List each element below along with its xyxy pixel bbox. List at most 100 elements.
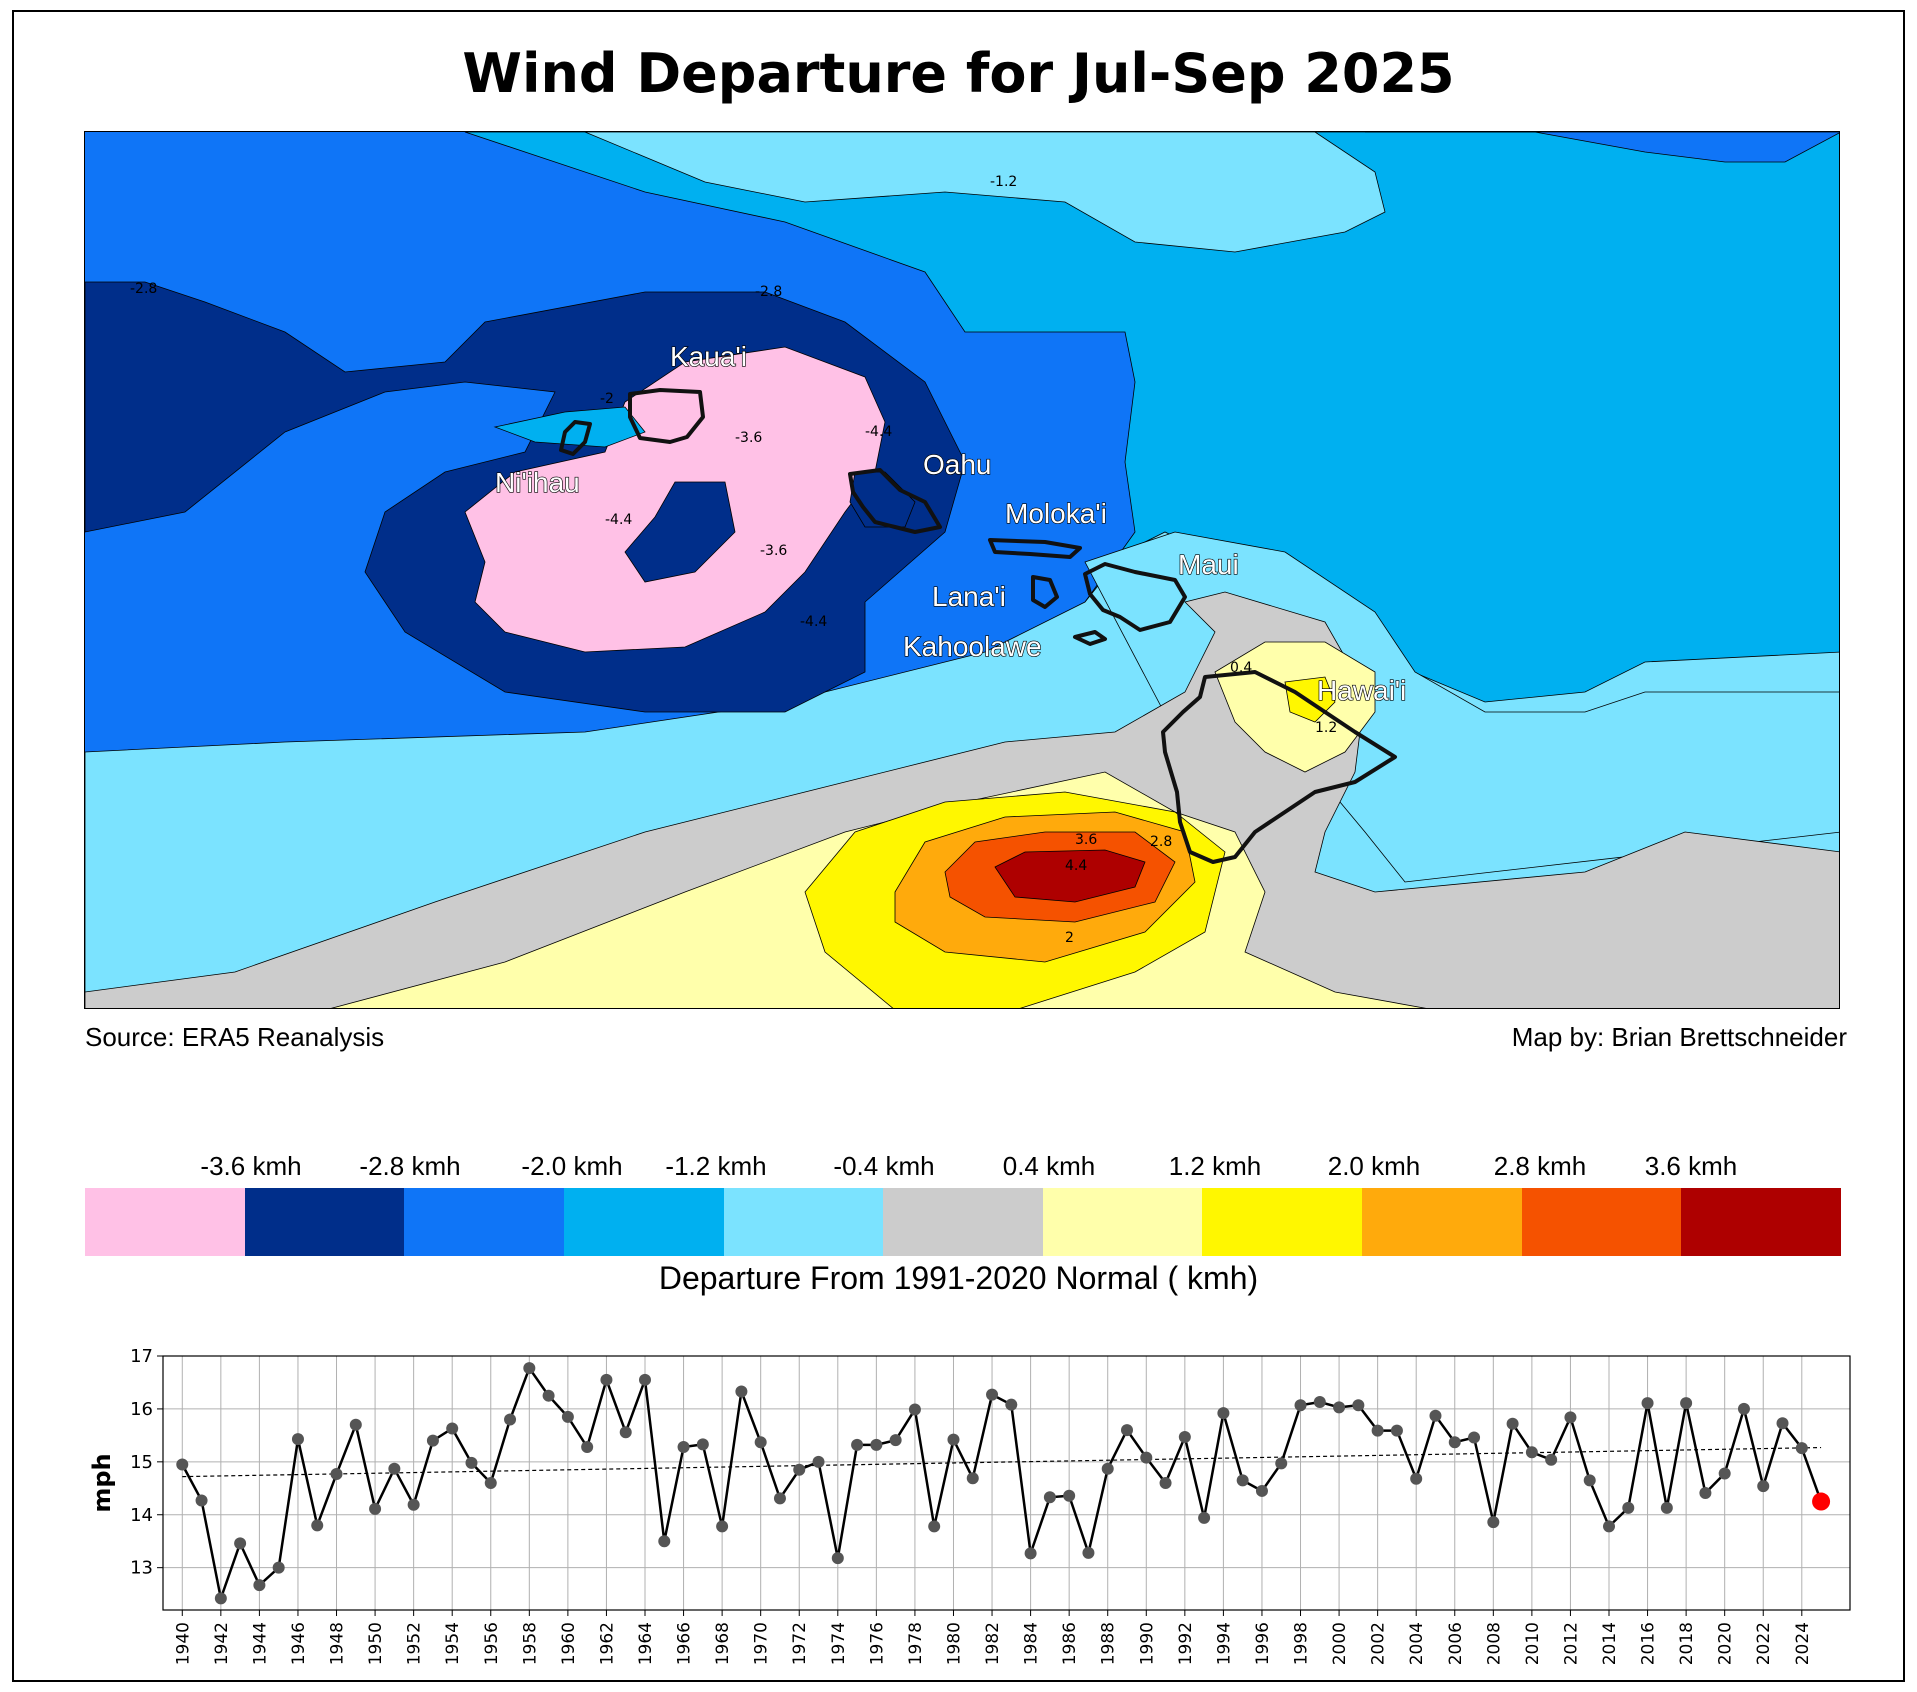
data-point xyxy=(176,1458,189,1471)
x-tick-label: 1940 xyxy=(173,1622,193,1665)
data-point xyxy=(889,1434,902,1447)
data-point xyxy=(1699,1487,1712,1500)
y-tick-label: 16 xyxy=(130,1399,153,1420)
series-line xyxy=(181,1365,1823,1604)
data-point xyxy=(1429,1409,1442,1422)
data-point xyxy=(1024,1547,1037,1560)
data-point xyxy=(600,1373,613,1386)
x-tick-label: 2010 xyxy=(1523,1622,1543,1665)
data-point xyxy=(1063,1489,1076,1502)
x-tick-label: 2016 xyxy=(1639,1622,1659,1665)
data-point xyxy=(1236,1474,1249,1487)
data-point xyxy=(561,1410,574,1423)
island-label-hawaii: Hawai'i xyxy=(1317,675,1406,706)
contour-label: 1.2 xyxy=(1315,720,1337,736)
data-point xyxy=(1795,1442,1808,1455)
x-tick-label: 1996 xyxy=(1253,1622,1273,1665)
data-point xyxy=(214,1592,227,1605)
colorbar-swatch xyxy=(244,1188,405,1256)
data-point xyxy=(677,1441,690,1454)
data-point xyxy=(253,1579,266,1592)
colorbar-tick: -3.6 kmh xyxy=(200,1151,302,1181)
x-tick-label: 2014 xyxy=(1600,1622,1620,1665)
hawaii-coast xyxy=(1161,670,1397,864)
map-canvas: -1.2 -2.8 -2.8 -2 -3.6 -4.4 -4.4 -3.6 -4… xyxy=(85,132,1839,1008)
x-tick-label: 1974 xyxy=(829,1622,849,1665)
data-point xyxy=(793,1463,806,1476)
oahu-coast xyxy=(848,468,942,534)
contour-label: -4.4 xyxy=(800,614,827,630)
colorbar-tick: 2.0 kmh xyxy=(1327,1151,1421,1181)
data-point xyxy=(1333,1401,1346,1414)
data-point xyxy=(639,1373,651,1386)
colorbar-swatch xyxy=(723,1188,884,1256)
colorbar-tick: -0.4 kmh xyxy=(833,1151,935,1181)
contour-label: -4.4 xyxy=(865,424,892,440)
y-tick-label: 14 xyxy=(130,1505,153,1526)
x-tick-label: 1946 xyxy=(289,1622,309,1665)
data-point xyxy=(1410,1472,1423,1485)
colorbar-label: Departure From 1991-2020 Normal ( kmh) xyxy=(658,1260,1259,1296)
data-point xyxy=(1641,1397,1654,1410)
niihau-coast xyxy=(559,420,592,456)
data-point xyxy=(542,1389,555,1402)
data-point xyxy=(1660,1501,1673,1514)
x-tick-label: 1956 xyxy=(482,1622,502,1665)
data-point xyxy=(1294,1399,1307,1412)
colorbar-swatch xyxy=(563,1188,724,1256)
x-tick-label: 1944 xyxy=(250,1622,270,1665)
colorbar-tick: -1.2 kmh xyxy=(665,1151,767,1181)
x-tick-label: 1986 xyxy=(1060,1622,1080,1665)
y-axis-label: mph xyxy=(88,1453,116,1512)
x-tick-label: 2002 xyxy=(1369,1622,1389,1665)
x-tick-label: 1980 xyxy=(944,1622,964,1665)
data-point xyxy=(1564,1411,1577,1424)
contour-label: -3.6 xyxy=(735,430,762,446)
x-tick-label: 1992 xyxy=(1176,1622,1196,1665)
data-point xyxy=(330,1468,343,1481)
data-point xyxy=(1121,1424,1133,1437)
field-darkred xyxy=(994,849,1146,903)
x-tick-label: 1954 xyxy=(443,1622,463,1665)
data-point xyxy=(311,1519,324,1532)
y-tick-label: 15 xyxy=(130,1452,153,1473)
data-point xyxy=(1140,1451,1153,1464)
data-point xyxy=(195,1494,208,1507)
data-point xyxy=(1178,1430,1191,1443)
island-label-oahu: Oahu xyxy=(923,449,992,480)
contour-label: 2 xyxy=(1065,930,1074,946)
data-point xyxy=(716,1520,729,1533)
island-label-kahoolawe: Kahoolawe xyxy=(903,631,1042,662)
data-point xyxy=(465,1456,478,1469)
data-point xyxy=(349,1418,362,1431)
wind-departure-map: -1.2 -2.8 -2.8 -2 -3.6 -4.4 -4.4 -3.6 -4… xyxy=(84,131,1840,1009)
island-label-lanai: Lana'i xyxy=(932,581,1006,612)
data-point xyxy=(1525,1446,1538,1459)
x-tick-label: 1948 xyxy=(328,1622,348,1665)
data-point xyxy=(1313,1396,1326,1409)
data-point xyxy=(426,1434,439,1447)
data-point xyxy=(446,1422,459,1435)
contour-label: -2 xyxy=(600,391,614,407)
data-point xyxy=(851,1438,864,1451)
data-point xyxy=(986,1388,999,1401)
x-tick-label: 1976 xyxy=(867,1622,887,1665)
data-point xyxy=(908,1403,921,1416)
contour-label: -3.6 xyxy=(760,543,787,559)
colorbar-tick: -2.8 kmh xyxy=(359,1151,461,1181)
data-point xyxy=(1101,1462,1114,1475)
x-tick-label: 2022 xyxy=(1754,1622,1774,1665)
map-author-credit: Map by: Brian Brettschneider xyxy=(1511,1022,1847,1052)
data-point xyxy=(1506,1417,1519,1430)
page-title: Wind Departure for Jul-Sep 2025 xyxy=(462,42,1455,105)
x-tick-label: 1966 xyxy=(675,1622,695,1665)
data-point xyxy=(928,1520,941,1533)
data-point xyxy=(388,1462,401,1475)
island-label-maui: Maui xyxy=(1178,549,1239,580)
maui-coast xyxy=(1083,562,1187,632)
colorbar-tick: -2.0 kmh xyxy=(521,1151,623,1181)
x-tick-label: 1952 xyxy=(405,1622,425,1665)
x-tick-label: 1960 xyxy=(559,1622,579,1665)
colorbar-swatch xyxy=(883,1188,1043,1256)
data-point xyxy=(754,1436,767,1449)
